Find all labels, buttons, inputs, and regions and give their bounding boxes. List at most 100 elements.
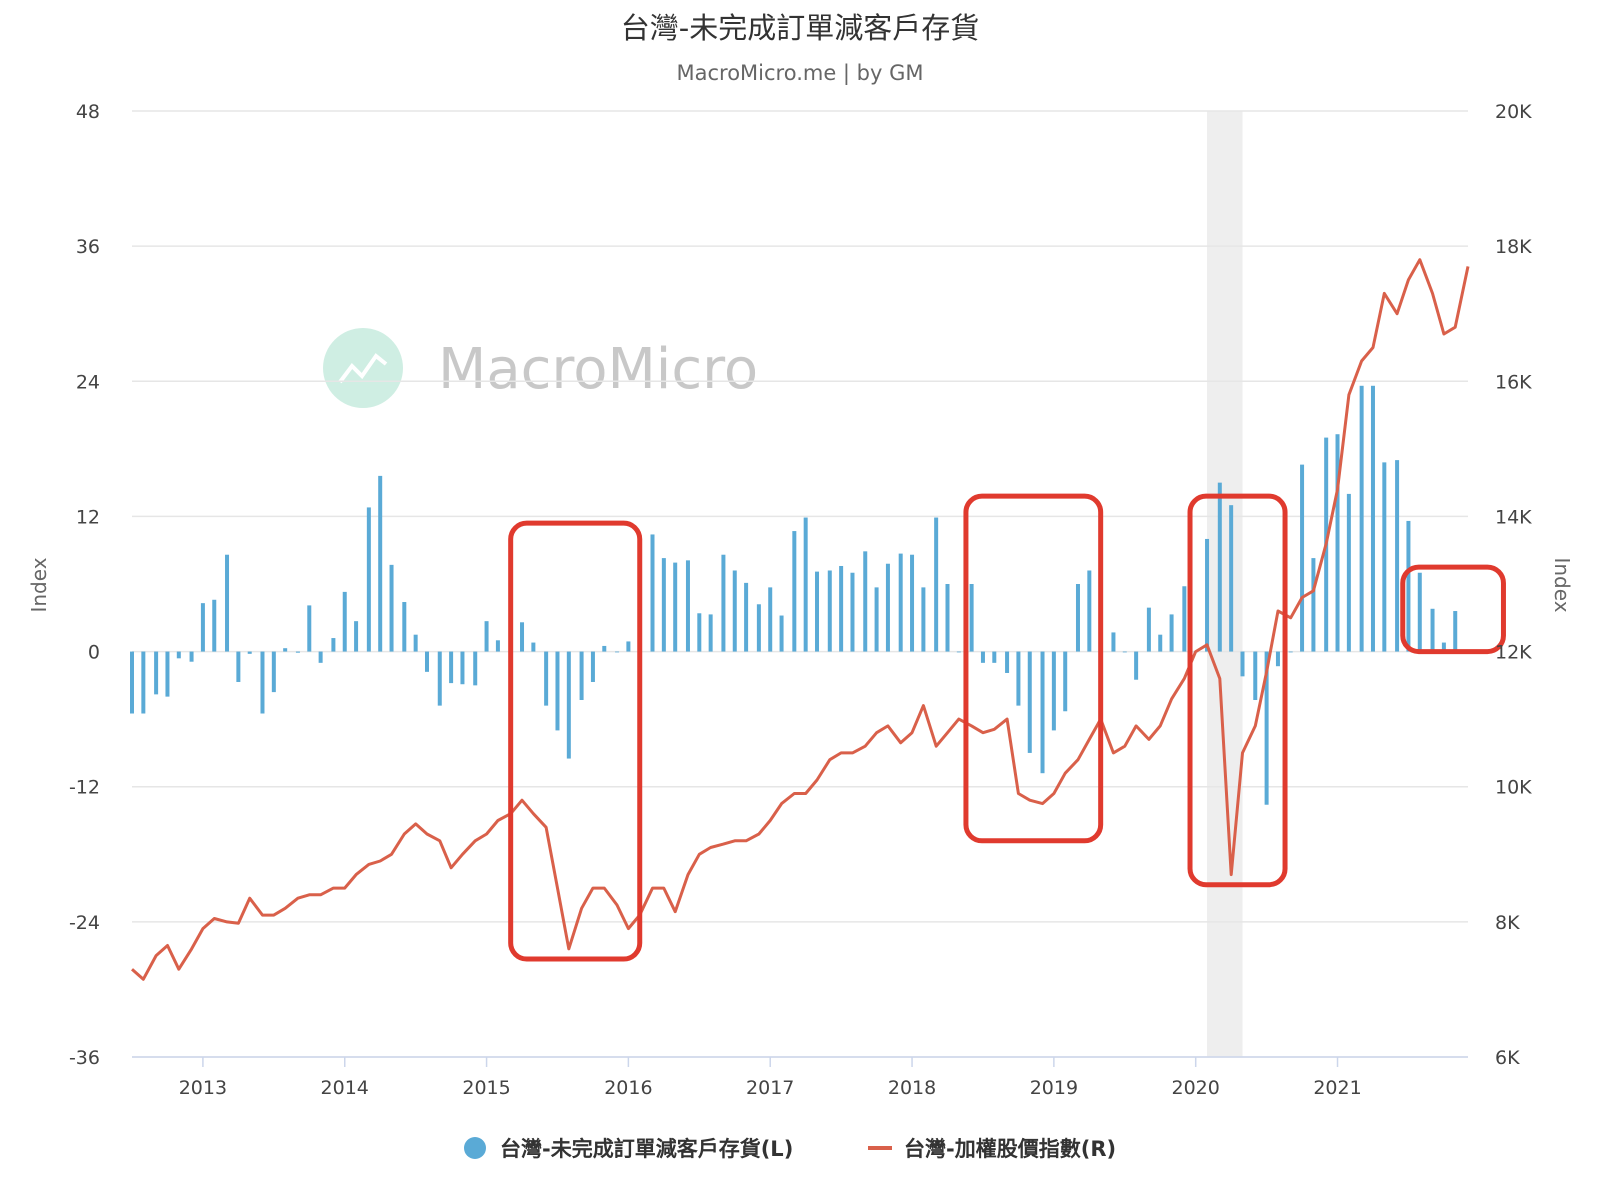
- bar: [1063, 651, 1068, 712]
- bar: [484, 621, 489, 652]
- bar: [1453, 611, 1458, 652]
- bar: [555, 651, 560, 731]
- bar: [1027, 651, 1032, 753]
- highlight-box: [963, 493, 1104, 844]
- bar: [520, 622, 525, 652]
- bar: [495, 640, 500, 652]
- bar: [1087, 570, 1092, 652]
- highlight-boxes: [508, 493, 1506, 962]
- bar: [1395, 460, 1400, 652]
- y-left-tick-label: -12: [69, 777, 100, 799]
- bar: [650, 534, 655, 652]
- bar: [1182, 586, 1187, 652]
- bar: [1359, 385, 1364, 652]
- bar: [1382, 462, 1387, 652]
- bar: [1275, 651, 1280, 667]
- bar: [1158, 634, 1163, 652]
- x-tick-label: 2016: [604, 1077, 652, 1099]
- bar: [910, 554, 915, 652]
- x-tick-label: 2019: [1030, 1077, 1078, 1099]
- bar: [154, 651, 159, 695]
- bar: [980, 651, 985, 663]
- bar: [1111, 632, 1116, 652]
- bar: [130, 651, 134, 714]
- x-tick-label: 2017: [746, 1077, 794, 1099]
- bar: [1335, 434, 1340, 652]
- y-right-tick-label: 16K: [1495, 371, 1532, 393]
- bar: [331, 638, 336, 652]
- y-right-tick-label: 12K: [1495, 642, 1532, 664]
- bar: [626, 641, 631, 652]
- bar: [850, 572, 855, 652]
- bar: [579, 651, 584, 700]
- bar: [413, 634, 418, 652]
- bar: [225, 554, 230, 652]
- bar: [307, 605, 312, 652]
- bar: [934, 517, 939, 652]
- bar: [615, 651, 620, 653]
- bar: [756, 604, 761, 652]
- bar: [1005, 651, 1010, 673]
- x-tick-label: 2021: [1313, 1077, 1361, 1099]
- bar: [732, 570, 737, 652]
- legend-line-label: 台灣-加權股價指數(R): [904, 1137, 1116, 1161]
- shaded-period: [1207, 111, 1243, 1057]
- x-tick-label: 2014: [321, 1077, 369, 1099]
- bar: [176, 651, 181, 659]
- y-left-tick-label: 36: [76, 236, 100, 258]
- bar: [1346, 493, 1351, 652]
- y-left-tick-label: -36: [69, 1047, 100, 1069]
- bar: [708, 614, 713, 652]
- y-axis-right-title: Index: [1550, 557, 1574, 612]
- bar: [437, 651, 442, 706]
- y-right-tick-label: 10K: [1495, 777, 1532, 799]
- bar: [271, 651, 276, 693]
- bar: [318, 651, 323, 663]
- bar: [1441, 642, 1446, 652]
- bar: [212, 599, 217, 652]
- bar: [473, 651, 478, 686]
- bar: [1229, 505, 1234, 652]
- bar: [260, 651, 265, 714]
- bar: [165, 651, 170, 697]
- bar: [1169, 614, 1174, 652]
- bar: [189, 651, 194, 662]
- bar: [236, 651, 241, 682]
- highlight-box: [508, 520, 643, 962]
- highlight-box: [1400, 564, 1506, 655]
- bar: [1430, 608, 1435, 652]
- watermark: MacroMicro: [323, 328, 758, 408]
- bar: [1417, 572, 1422, 652]
- bar: [389, 564, 394, 652]
- bar: [1311, 558, 1316, 652]
- bar: [402, 602, 407, 652]
- watermark-text: MacroMicro: [438, 337, 758, 402]
- bar: [1205, 538, 1210, 652]
- highlight-box: [1187, 493, 1288, 888]
- legend-bar-label: 台灣-未完成訂單減客戶存貨(L): [500, 1137, 793, 1161]
- watermark-logo-chart-icon: [338, 353, 388, 384]
- bar: [247, 651, 252, 654]
- bar: [424, 651, 429, 672]
- legend-bar-marker: [464, 1137, 486, 1159]
- bar: [815, 571, 820, 652]
- bar: [1370, 385, 1375, 652]
- x-tick-label: 2015: [462, 1077, 510, 1099]
- bar: [1122, 651, 1127, 653]
- bar: [200, 603, 205, 652]
- bar: [721, 554, 726, 652]
- bar: [460, 651, 465, 685]
- bar: [1300, 464, 1305, 652]
- bar: [141, 651, 146, 714]
- bar: [863, 551, 868, 652]
- y-left-tick-label: -24: [69, 912, 100, 934]
- bar: [1264, 651, 1269, 805]
- bar: [1288, 651, 1293, 653]
- legend: 台灣-未完成訂單減客戶存貨(L) 台灣-加權股價指數(R): [464, 1137, 1116, 1161]
- bar: [921, 587, 926, 652]
- y-left-tick-label: 24: [76, 371, 100, 393]
- bar-series: [130, 385, 1470, 805]
- grid-layer: [132, 110, 1468, 1058]
- bar: [1040, 651, 1045, 774]
